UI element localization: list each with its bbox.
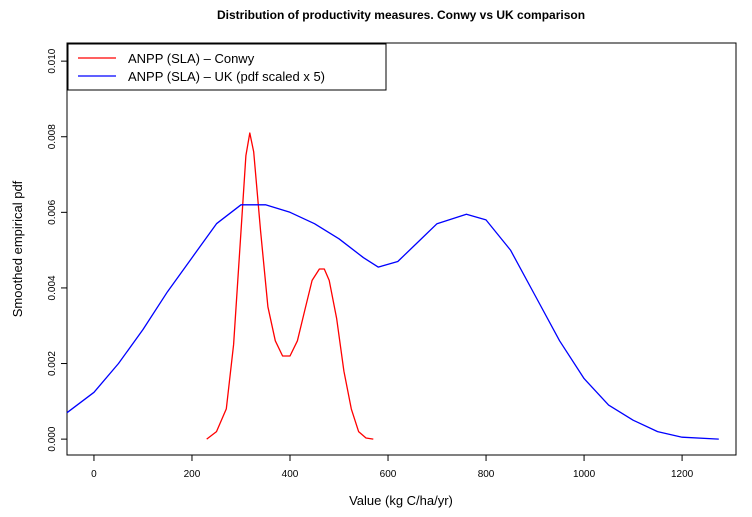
y-tick-label: 0.002 [47,351,58,376]
chart-title: Distribution of productivity measures. C… [217,8,585,22]
x-axis-label: Value (kg C/ha/yr) [349,493,453,508]
y-tick-label: 0.010 [47,48,58,73]
data-line [206,132,374,440]
y-tick-label: 0.008 [47,124,58,149]
x-tick-label: 800 [478,469,495,480]
x-tick-label: 1200 [671,469,694,480]
data-line [66,204,719,440]
y-tick-label: 0.000 [47,426,58,451]
x-tick-label: 600 [380,469,397,480]
y-axis-label: Smoothed empirical pdf [10,180,25,317]
x-tick-label: 200 [184,469,201,480]
y-tick-label: 0.006 [47,199,58,224]
plot-box [66,42,737,456]
x-tick-label: 0 [91,469,97,480]
x-tick-label: 1000 [573,469,596,480]
legend-box [67,43,387,91]
x-tick-label: 400 [282,469,299,480]
y-tick-label: 0.004 [47,275,58,300]
legend-label: ANPP (SLA) – Conwy [128,51,255,66]
legend-label: ANPP (SLA) – UK (pdf scaled x 5) [128,69,325,84]
